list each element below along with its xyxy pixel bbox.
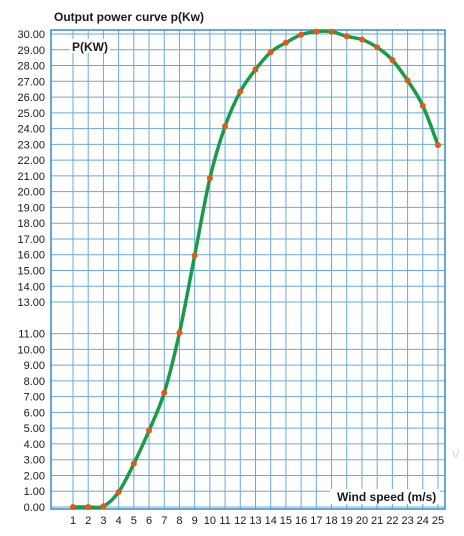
x-tick-label: 6	[146, 515, 152, 527]
data-point	[389, 57, 396, 64]
x-tick-label: 14	[265, 515, 277, 527]
data-point	[298, 31, 305, 38]
data-point	[419, 102, 426, 109]
x-tick-labels: 1 2 3 4 5 6 7 8 9 10 11 12 13 14 15 16 17 18 19 20 21 22 23 24 2…	[70, 515, 444, 527]
x-tick-label: 17	[310, 515, 322, 527]
data-point	[252, 66, 259, 73]
data-point	[85, 504, 92, 510]
x-tick-label: 7	[161, 515, 167, 527]
y-tick-label: 14.00	[17, 281, 45, 293]
data-point	[161, 389, 168, 396]
data-point	[176, 329, 183, 336]
data-point	[328, 28, 335, 35]
x-tick-label: 12	[234, 515, 246, 527]
x-tick-label: 13	[249, 515, 261, 527]
y-tick-label: 19.00	[17, 202, 45, 214]
x-tick-label: 16	[295, 515, 307, 527]
y-tick-label: 7.00	[24, 392, 45, 404]
grid	[51, 30, 445, 509]
data-point	[70, 504, 76, 510]
chart-title: Output power curve p(Kw)	[54, 10, 204, 24]
data-point	[146, 427, 153, 434]
y-tick-label: 1.00	[24, 486, 45, 498]
xlabel-backdrop	[330, 489, 440, 504]
y-tick-label: 25.00	[17, 108, 45, 120]
y-tick-label: 2.00	[24, 470, 45, 482]
plot-border	[50, 29, 446, 510]
x-tick-label: 4	[116, 515, 122, 527]
y-axis-label: P(KW)	[72, 40, 108, 54]
y-tick-label: 10.00	[17, 344, 45, 356]
x-tick-label: 8	[176, 515, 182, 527]
y-tick-label: 29.00	[17, 45, 45, 57]
y-tick-label: 23.00	[17, 139, 45, 151]
data-points	[70, 28, 441, 510]
data-point	[206, 175, 213, 182]
data-point	[191, 252, 198, 259]
y-tick-label: 16.00	[17, 250, 45, 262]
x-tick-label: 5	[131, 515, 137, 527]
y-tick-label: 26.00	[17, 92, 45, 104]
x-tick-label: 11	[219, 515, 230, 527]
data-point	[343, 33, 350, 40]
data-point	[282, 39, 289, 46]
data-point	[267, 49, 274, 56]
x-tick-label: 1	[70, 515, 76, 527]
y-tick-label: 4.00	[24, 439, 45, 451]
x-tick-label: 22	[386, 515, 398, 527]
y-tick-label: 3.00	[24, 455, 45, 467]
y-tick-label: 18.00	[17, 218, 45, 230]
y-tick-label: 15.00	[17, 266, 45, 278]
y-tick-label: 9.00	[24, 360, 45, 372]
y-tick-label: 11.00	[18, 329, 45, 341]
data-point	[404, 77, 411, 84]
y-tick-label: 20.00	[17, 187, 45, 199]
y-tick-label: 6.00	[24, 407, 45, 419]
data-point	[115, 489, 122, 496]
watermark-glyph: V	[452, 449, 460, 461]
y-tick-label: 28.00	[17, 61, 45, 73]
data-point	[435, 142, 441, 149]
y-tick-labels: 0.00 1.00 2.00 3.00 4.00 5.00 6.00 7.00 8.00 9.00…	[17, 29, 45, 514]
data-point	[130, 460, 137, 467]
y-tick-label: 30.00	[17, 29, 45, 41]
y-tick-label: 13.00	[17, 297, 45, 309]
y-tick-label: 0.00	[24, 502, 45, 514]
data-point	[222, 123, 229, 130]
y-tick-label: 8.00	[24, 376, 45, 388]
x-tick-label: 15	[280, 515, 292, 527]
y-tick-label: 17.00	[17, 234, 45, 246]
x-axis-label: Wind speed (m/s)	[337, 490, 436, 504]
y-tick-label: 22.00	[17, 155, 45, 167]
data-point	[374, 44, 381, 51]
data-point	[100, 503, 107, 510]
x-tick-label: 24	[417, 515, 429, 527]
data-point	[358, 36, 365, 43]
x-tick-label: 18	[325, 515, 337, 527]
y-tick-label: 27.00	[17, 76, 45, 88]
x-tick-label: 2	[85, 515, 91, 527]
data-point	[313, 28, 320, 35]
ylabel-backdrop	[70, 39, 110, 53]
y-tick-label: 24.00	[17, 124, 45, 136]
x-tick-label: 21	[371, 515, 383, 527]
x-tick-label: 23	[401, 515, 413, 527]
data-point	[237, 88, 244, 95]
x-tick-label: 9	[192, 515, 198, 527]
x-tick-label: 3	[100, 515, 106, 527]
y-tick-label: 21.00	[17, 171, 45, 183]
x-tick-label: 19	[341, 515, 353, 527]
y-tick-label: 5.00	[24, 423, 45, 435]
x-tick-label: 25	[432, 515, 444, 527]
x-tick-label: 10	[204, 515, 216, 527]
x-tick-label: 20	[356, 515, 368, 527]
